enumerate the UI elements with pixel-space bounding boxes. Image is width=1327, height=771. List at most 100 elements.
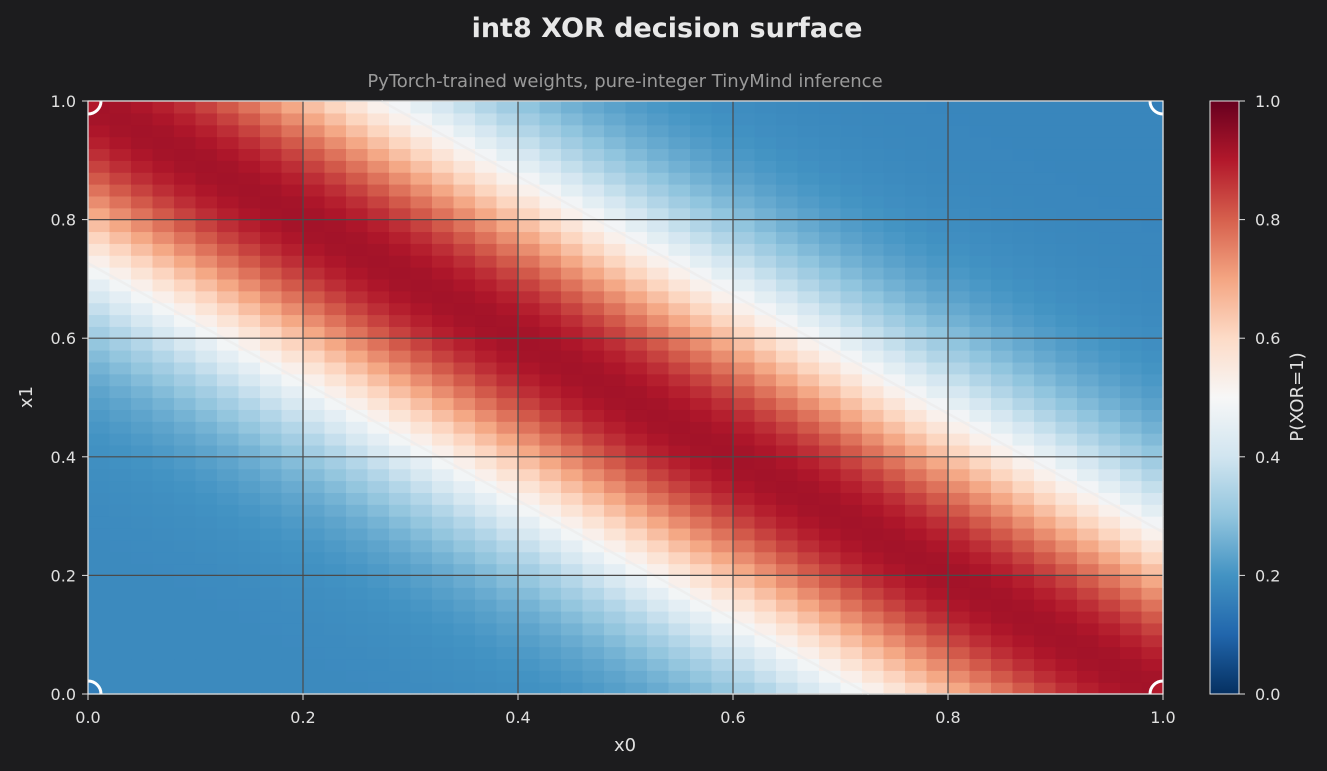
heatmap-cell <box>131 658 154 671</box>
heatmap-cell <box>152 136 175 150</box>
heatmap-cell <box>926 551 949 565</box>
heatmap-cell <box>1077 622 1100 636</box>
heatmap-cell <box>754 124 777 138</box>
heatmap-cell <box>217 397 240 410</box>
heatmap-cell <box>862 350 885 363</box>
heatmap-cell <box>367 599 390 612</box>
heatmap-cell <box>948 124 971 138</box>
heatmap-cell <box>711 231 734 244</box>
heatmap-cell <box>711 338 734 351</box>
heatmap-cell <box>1034 195 1057 209</box>
heatmap-cell <box>604 195 627 209</box>
heatmap-cell <box>604 468 627 482</box>
heatmap-cell <box>776 361 799 375</box>
heatmap-cell <box>195 670 218 683</box>
heatmap-cell <box>1034 409 1057 422</box>
heatmap-cell <box>518 480 541 493</box>
heatmap-cell <box>690 373 713 387</box>
heatmap-cell <box>797 219 820 233</box>
heatmap-cell <box>109 551 132 565</box>
heatmap-cell <box>797 433 820 446</box>
heatmap-cell <box>1120 563 1143 576</box>
heatmap-cell <box>926 290 949 304</box>
heatmap-cell <box>410 397 433 410</box>
heatmap-cell <box>1034 207 1057 221</box>
heatmap-cell <box>195 563 218 576</box>
heatmap-cell <box>840 551 863 565</box>
heatmap-cell <box>1120 444 1143 458</box>
heatmap-cell <box>109 682 132 695</box>
heatmap-cell <box>260 599 283 612</box>
heatmap-cell <box>905 492 928 505</box>
heatmap-cell <box>88 172 111 185</box>
heatmap-cell <box>88 599 111 612</box>
heatmap-cell <box>819 551 842 565</box>
heatmap-cell <box>539 646 562 660</box>
heatmap-cell <box>324 219 347 233</box>
heatmap-cell <box>281 622 304 636</box>
heatmap-cell <box>238 622 261 636</box>
heatmap-cell <box>733 112 756 126</box>
heatmap-cell <box>1034 421 1057 434</box>
heatmap-cell <box>109 634 132 648</box>
heatmap-cell <box>152 433 175 446</box>
heatmap-cell <box>1141 350 1164 363</box>
heatmap-cell <box>475 148 498 161</box>
heatmap-cell <box>260 184 283 197</box>
heatmap-cell <box>475 421 498 434</box>
heatmap-cell <box>109 527 132 541</box>
heatmap-cell <box>453 172 476 185</box>
heatmap-cell <box>797 468 820 482</box>
heatmap-cell <box>604 361 627 375</box>
heatmap-cell <box>174 444 197 458</box>
contour-line <box>87 262 870 696</box>
heatmap-cell <box>453 634 476 648</box>
heatmap-cell <box>88 634 111 648</box>
heatmap-cell <box>367 527 390 541</box>
heatmap-cell <box>367 338 390 351</box>
heatmap-cell <box>260 421 283 434</box>
heatmap-cell <box>797 124 820 138</box>
heatmap-cell <box>776 670 799 683</box>
heatmap-cell <box>1012 350 1035 363</box>
heatmap-cell <box>475 527 498 541</box>
heatmap-cell <box>948 361 971 375</box>
heatmap-cell <box>539 112 562 126</box>
heatmap-cell <box>518 610 541 624</box>
heatmap-cell <box>754 646 777 660</box>
heatmap-cell <box>647 172 670 185</box>
heatmap-cell <box>711 290 734 304</box>
heatmap-cell <box>303 172 326 185</box>
heatmap-cell <box>668 658 691 671</box>
heatmap-cell <box>389 599 412 612</box>
heatmap-cell <box>1120 575 1143 588</box>
heatmap-cell <box>281 409 304 422</box>
heatmap-cell <box>1077 670 1100 683</box>
heatmap-cell <box>432 551 455 565</box>
heatmap-cell <box>518 385 541 399</box>
heatmap-cell <box>991 302 1014 316</box>
heatmap-cell <box>539 385 562 399</box>
heatmap-cell <box>518 255 541 268</box>
heatmap-cell <box>948 160 971 173</box>
heatmap-cell <box>604 231 627 244</box>
heatmap-cell <box>475 551 498 565</box>
heatmap-cell <box>518 184 541 197</box>
heatmap-cell <box>797 622 820 636</box>
heatmap-cell <box>905 243 928 256</box>
heatmap-cell <box>905 290 928 304</box>
heatmap-cell <box>303 385 326 399</box>
y-tick-label: 0.8 <box>51 211 76 230</box>
heatmap-cell <box>260 361 283 375</box>
heatmap-cell <box>969 231 992 244</box>
heatmap-cell <box>1077 243 1100 256</box>
heatmap-cell <box>496 610 519 624</box>
heatmap-cell <box>991 551 1014 565</box>
heatmap-cell <box>754 670 777 683</box>
heatmap-cell <box>281 148 304 161</box>
heatmap-cell <box>195 682 218 695</box>
heatmap-cell <box>668 136 691 150</box>
heatmap-cell <box>862 658 885 671</box>
heatmap-cell <box>582 148 605 161</box>
heatmap-cell <box>109 326 132 339</box>
